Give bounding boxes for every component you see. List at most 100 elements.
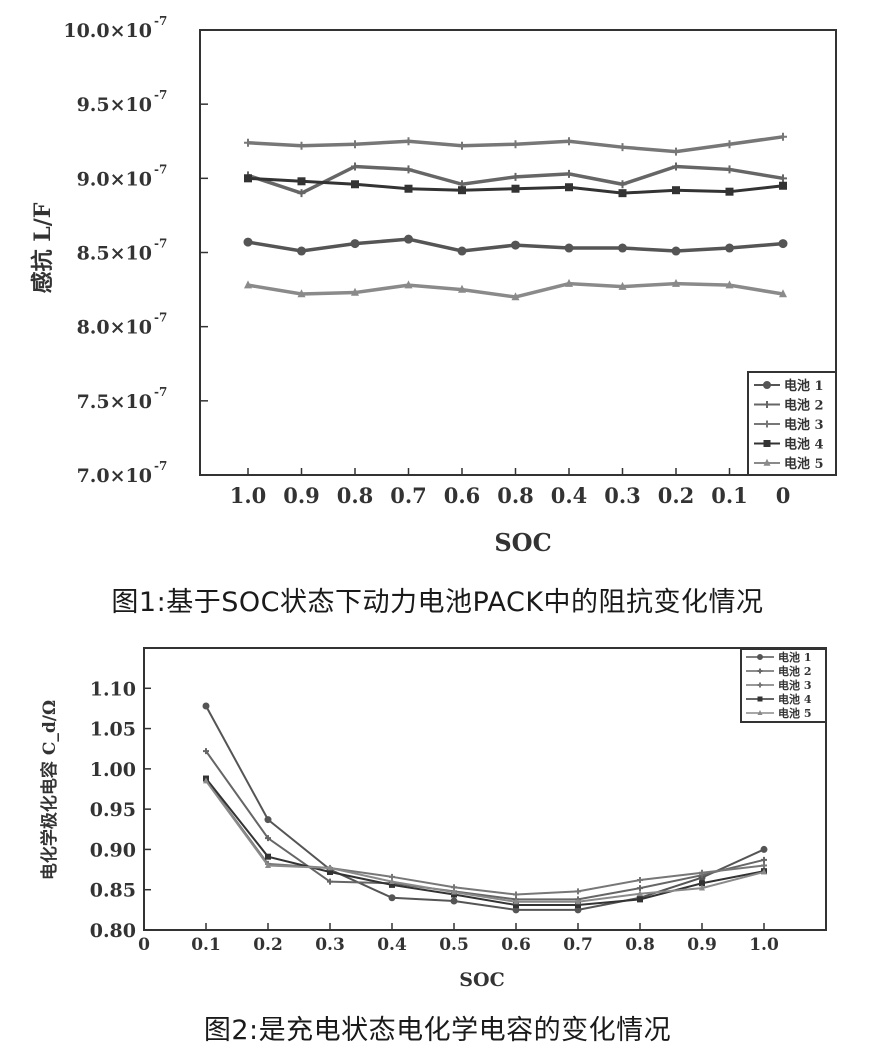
legend-label: 电池 5: [778, 706, 811, 720]
series-5-point: [618, 281, 627, 290]
x-tick-label: 0.3: [604, 483, 641, 508]
y-tick-label: 7.0×10: [77, 465, 152, 487]
series-2-point: [511, 172, 520, 181]
series-3-point: [244, 138, 252, 147]
legend-swatch-marker: [763, 420, 771, 428]
series-3-point: [351, 140, 359, 149]
x-tick-label: 0: [776, 483, 791, 508]
series-4-point: [389, 881, 395, 888]
series-1-point: [202, 702, 210, 710]
series-4-point: [618, 189, 627, 198]
series-2-point: [203, 748, 209, 755]
series-4-point: [458, 186, 466, 195]
legend-label: 电池 5: [784, 456, 824, 472]
legend-swatch-marker: [763, 458, 771, 466]
x-tick-label: 0.4: [551, 483, 588, 508]
series-4-point: [725, 187, 734, 196]
series-1: [202, 702, 768, 914]
series-4-line: [205, 777, 765, 907]
x-axis-title: SOC: [494, 528, 551, 557]
series-1-point: [450, 897, 458, 905]
series-5-point: [575, 898, 581, 905]
series-2-point: [404, 165, 413, 174]
y-axis-title: 感抗 L/F: [30, 202, 56, 293]
series-5-point: [451, 888, 457, 895]
y-tick-label: 0.85: [90, 880, 136, 902]
x-tick-label: 1.0: [230, 483, 267, 508]
legend-swatch-marker: [757, 654, 763, 660]
series-1-point: [671, 246, 681, 256]
x-tick-label: 0.1: [191, 935, 221, 955]
series-4-point: [779, 181, 787, 190]
y-tick-label: 1.10: [90, 678, 136, 700]
plot-frame: [143, 647, 827, 931]
series-2-point: [265, 835, 271, 842]
x-tick-label: 1.0: [749, 935, 779, 955]
series-5-point: [244, 280, 252, 289]
series-5-point: [389, 878, 395, 885]
legend-label: 电池 4: [784, 437, 824, 453]
series-3-point: [725, 140, 734, 149]
series-4-point: [672, 186, 680, 195]
series-5-point: [513, 898, 519, 905]
legend: 电池 1 电池 2 电池 3 电池 4 电池 5: [747, 371, 837, 476]
series-1-point: [564, 243, 574, 253]
series-3: [244, 132, 787, 156]
y-tick-label: 0.90: [90, 839, 136, 861]
series-1: [243, 234, 788, 256]
series-1-point: [618, 243, 627, 253]
legend-swatch-marker: [763, 401, 771, 408]
series-4-point: [513, 902, 519, 909]
y-tick-label: 7.5×10: [77, 391, 152, 413]
series-3-point: [458, 141, 466, 150]
series-2-point: [672, 162, 680, 171]
legend-label: 电池 2: [784, 398, 824, 414]
series-4-point: [327, 868, 333, 875]
series-1-point: [264, 816, 272, 824]
legend-label: 电池 1: [784, 378, 824, 394]
x-tick-label: 0.1: [711, 483, 748, 508]
series-1-point: [388, 894, 396, 902]
legend-label: 电池 4: [778, 692, 812, 706]
series-4-point: [404, 184, 413, 193]
series-1-point: [243, 237, 253, 247]
x-tick-label: 0.7: [390, 483, 427, 508]
series-5-point: [404, 280, 413, 289]
y-tick-label: 9.5×10: [77, 94, 152, 116]
y-tick-label: 1.00: [90, 759, 136, 781]
y-tick-exponent: -7: [154, 88, 167, 102]
series-2-line: [205, 750, 765, 901]
y-axis-title: 电化学极化电容 C_d/Ω: [39, 700, 60, 880]
y-tick-exponent: -7: [154, 311, 167, 325]
series-3-point: [672, 147, 680, 156]
series-3-point: [637, 877, 643, 884]
series-5-point: [265, 861, 271, 868]
series-2-point: [297, 189, 306, 198]
series-1-point: [778, 239, 788, 249]
series-5-point: [351, 287, 359, 296]
series-2-point: [761, 856, 767, 863]
x-tick-label: 0.7: [563, 935, 593, 955]
series-3-point: [618, 143, 627, 152]
series-5: [203, 777, 767, 905]
series-4-point: [511, 184, 520, 193]
x-tick-label: 0.6: [444, 483, 481, 508]
series-5-point: [725, 280, 734, 289]
series-2-point: [618, 180, 627, 189]
series-1-point: [404, 234, 413, 244]
series-2-point: [565, 169, 573, 178]
y-tick-exponent: -7: [154, 459, 167, 473]
series-3-point: [511, 140, 520, 149]
series-3-point: [297, 141, 306, 150]
x-tick-label: 0.6: [501, 935, 531, 955]
x-tick-label: 0.8: [497, 483, 534, 508]
legend-swatch-marker: [757, 682, 763, 688]
series-5: [244, 278, 787, 301]
figure-1-caption: 图1:基于SOC状态下动力电池PACK中的阻抗变化情况: [111, 587, 764, 618]
series-2: [203, 748, 767, 903]
series-5-point: [637, 890, 643, 897]
series-4: [203, 775, 767, 909]
legend-swatch-marker: [757, 710, 763, 715]
x-tick-label: 0.4: [377, 935, 407, 955]
y-tick-exponent: -7: [154, 162, 167, 176]
